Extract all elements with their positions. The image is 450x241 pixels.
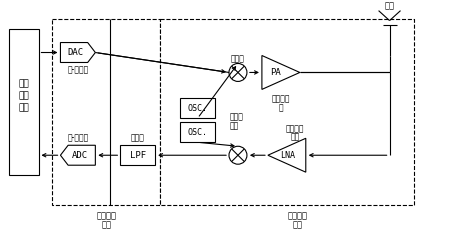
Bar xyxy=(180,98,215,118)
Text: 数模混合: 数模混合 xyxy=(96,212,116,221)
Text: 滤波器: 滤波器 xyxy=(131,134,144,143)
Text: ADC: ADC xyxy=(72,151,88,160)
Text: 部分: 部分 xyxy=(18,103,29,112)
Text: OSC.: OSC. xyxy=(188,104,207,113)
Text: 处理: 处理 xyxy=(18,91,29,100)
Bar xyxy=(160,19,414,205)
Text: 模-数转换: 模-数转换 xyxy=(67,134,89,143)
Bar xyxy=(120,145,155,165)
Text: 低噪声放: 低噪声放 xyxy=(286,125,304,134)
Text: 本地振: 本地振 xyxy=(230,113,244,122)
Text: 电路: 电路 xyxy=(101,221,111,229)
Text: OSC.: OSC. xyxy=(188,128,207,137)
Text: 电路: 电路 xyxy=(292,221,302,229)
Bar xyxy=(9,29,39,175)
Text: 数-模转换: 数-模转换 xyxy=(67,65,89,74)
Bar xyxy=(53,19,160,205)
Text: 模拟信号: 模拟信号 xyxy=(287,212,307,221)
Bar xyxy=(180,122,215,142)
Text: LPF: LPF xyxy=(130,151,146,160)
Text: DAC: DAC xyxy=(68,48,84,57)
Text: 天线: 天线 xyxy=(385,1,395,10)
Text: 荡器: 荡器 xyxy=(230,122,239,131)
Text: PA: PA xyxy=(270,68,281,77)
Text: 混频器: 混频器 xyxy=(231,54,245,63)
Text: 数字: 数字 xyxy=(18,80,29,88)
Text: 大器: 大器 xyxy=(290,133,299,142)
Text: 功率放大: 功率放大 xyxy=(272,94,290,103)
Text: 器: 器 xyxy=(279,103,283,112)
Text: LNA: LNA xyxy=(280,151,295,160)
